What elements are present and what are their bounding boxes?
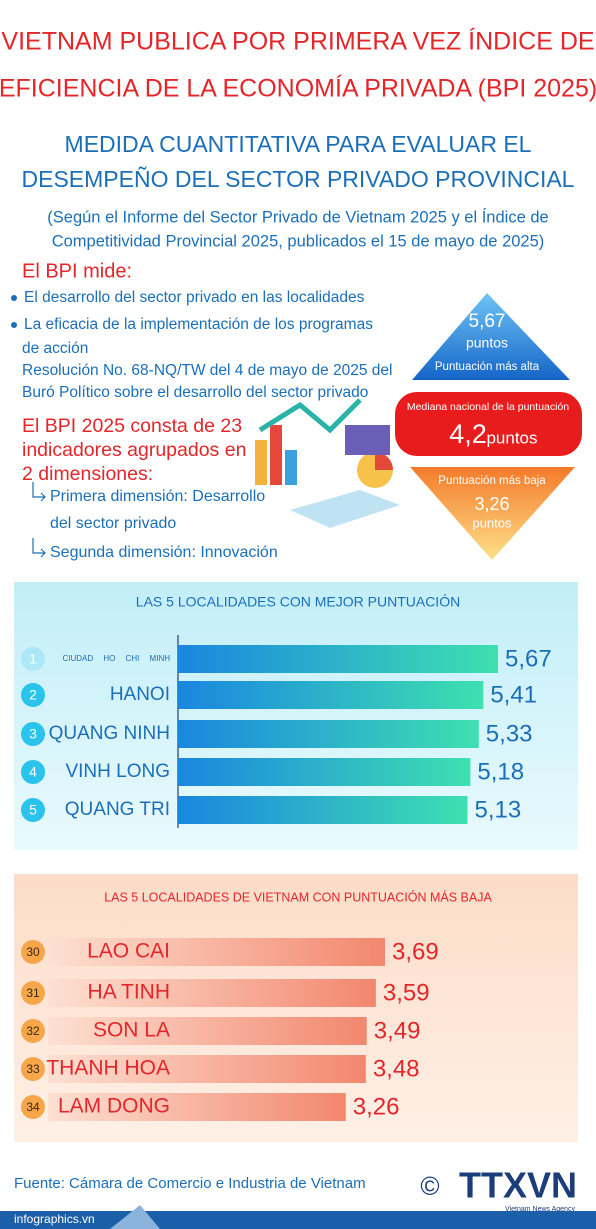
chart-title: LAS 5 LOCALIDADES DE VIETNAM CON PUNTUAC… — [104, 889, 492, 904]
rank-badge — [21, 1095, 45, 1119]
illustration — [255, 398, 400, 528]
bar — [178, 796, 468, 824]
bar — [178, 720, 479, 748]
rank-number: 30 — [26, 945, 40, 959]
bar — [178, 645, 498, 673]
bar — [48, 1017, 367, 1045]
rank-number: 3 — [29, 726, 37, 742]
site: infographics.vn — [14, 1212, 95, 1226]
value-label: 5,13 — [475, 796, 522, 823]
rank-number: 31 — [26, 986, 40, 1000]
rank-badge — [21, 981, 45, 1005]
section-heading: El BPI 2025 consta de 23 — [22, 415, 242, 437]
category-label: LAM DONG — [58, 1095, 170, 1118]
category-label: HANOI — [110, 684, 170, 705]
value-label: 3,49 — [374, 1017, 421, 1044]
median-box — [395, 392, 582, 456]
category-label: VINH LONG — [65, 761, 170, 782]
rank-number: 1 — [29, 651, 37, 667]
rank-badge — [21, 647, 45, 671]
score-unit: puntos — [472, 515, 512, 530]
score-unit: puntos — [486, 428, 537, 447]
score-value: 5,67 — [469, 311, 506, 332]
value-label: 5,18 — [477, 758, 524, 785]
rank-number: 2 — [29, 687, 37, 703]
subtitle: DESEMPEÑO DEL SECTOR PRIVADO PROVINCIAL — [22, 166, 575, 192]
bullet-text: La eficacia de la implementación de los … — [24, 316, 373, 333]
value-label: 3,69 — [392, 938, 439, 965]
section-heading: 2 dimensiones: — [22, 463, 153, 485]
dimension-text: del sector privado — [50, 515, 176, 532]
category-label: LAO CAI — [87, 940, 170, 963]
rank-badge — [21, 683, 45, 707]
bullet — [11, 322, 17, 328]
bullet-text: El desarrollo del sector privado en las … — [24, 289, 365, 306]
score-label: Puntuación más alta — [435, 361, 540, 373]
value-label: 3,26 — [353, 1093, 400, 1120]
section-heading: El BPI mide: — [22, 260, 132, 282]
title: VIETNAM PUBLICA POR PRIMERA VEZ ÍNDICE D… — [1, 27, 594, 56]
score-triangle — [412, 293, 570, 380]
category-label: QUANG TRI — [65, 799, 170, 820]
chart-title: LAS 5 LOCALIDADES CON MEJOR PUNTUACIÓN — [136, 594, 460, 610]
bullet-text: Buró Político sobre el desarrollo del se… — [22, 384, 368, 401]
footer-decoration — [110, 1205, 160, 1229]
bullet-text: Resolución No. 68-NQ/TW del 4 de mayo de… — [22, 362, 392, 379]
score-triangle — [410, 467, 575, 560]
score-value: 3,26 — [474, 494, 509, 514]
section-heading: indicadores agrupados en — [22, 439, 246, 461]
bar — [178, 758, 471, 786]
rank-badge — [21, 760, 45, 784]
value-label: 5,41 — [490, 681, 537, 708]
arrows — [32, 482, 46, 558]
rank-badge — [21, 940, 45, 964]
rank-badge — [21, 722, 45, 746]
bar — [48, 1093, 346, 1121]
bar — [48, 979, 376, 1007]
note: (Según el Informe del Sector Privado de … — [47, 207, 548, 226]
bar — [178, 681, 484, 709]
subtitle: MEDIDA CUANTITATIVA PARA EVALUAR EL — [65, 131, 532, 157]
rank-badge — [21, 1019, 45, 1043]
rank-number: 5 — [29, 802, 37, 818]
rank-number: 4 — [29, 764, 37, 780]
category-label: QUANG NINH — [49, 723, 170, 744]
rank-number: 34 — [26, 1100, 40, 1114]
value-label: 3,48 — [373, 1055, 420, 1082]
note: Competitividad Provincial 2025, publicad… — [52, 232, 545, 250]
category-label: THANH HOA — [46, 1057, 170, 1080]
category-label: CIUDAD HO CHI MINH — [62, 654, 170, 663]
rank-badge — [21, 1057, 45, 1081]
score-unit: puntos — [466, 335, 508, 351]
value-label: 3,59 — [383, 979, 430, 1006]
bullet — [11, 295, 17, 301]
logo-subtitle: Vietnam News Agency — [505, 1206, 575, 1213]
rank-number: 33 — [26, 1062, 40, 1076]
source: Fuente: Cámara de Comercio e Industria d… — [14, 1175, 366, 1192]
score-label: Puntuación más baja — [438, 475, 546, 487]
bar — [48, 1055, 366, 1083]
rank-badge — [21, 798, 45, 822]
dimension-text: Primera dimensión: Desarrollo — [50, 488, 265, 505]
logo: TTXVN — [459, 1165, 577, 1206]
score-label: Mediana nacional de la puntuación — [407, 401, 569, 413]
score-value: 4,2 — [449, 419, 487, 449]
value-label: 5,67 — [505, 645, 552, 672]
category-label: SON LA — [93, 1019, 170, 1042]
category-label: HA TINH — [88, 981, 170, 1004]
copyright: © — [420, 1171, 439, 1201]
rank-number: 32 — [26, 1024, 40, 1038]
dimension-text: Segunda dimensión: Innovación — [50, 544, 278, 561]
title: EFICIENCIA DE LA ECONOMÍA PRIVADA (BPI 2… — [0, 74, 596, 103]
bullet-text: de acción — [22, 340, 88, 357]
value-label: 5,33 — [486, 720, 533, 747]
bar — [48, 938, 385, 966]
